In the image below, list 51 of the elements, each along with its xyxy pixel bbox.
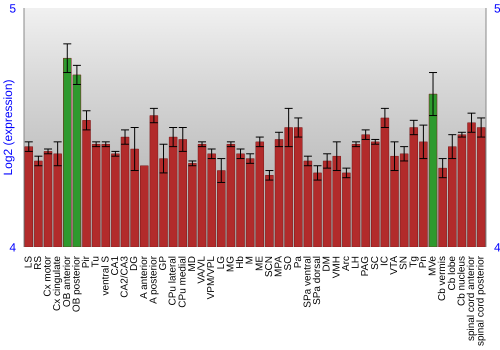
x-tick-label: SPa ventral (302, 256, 314, 308)
x-tick-label: Tg (408, 256, 420, 268)
x-tick-label: MD (186, 256, 198, 272)
x-tick-label: SPa dorsal (312, 256, 324, 305)
x-tick-label: spinal cord anterior (466, 255, 478, 342)
x-tick-label: DM (322, 256, 333, 272)
x-tick-label: SCN (264, 256, 275, 278)
x-tick-label: ME (254, 256, 266, 271)
x-tick-label: SN (398, 256, 410, 270)
x-tick-label: Pn (418, 256, 429, 268)
x-tick-label: OB posterior (71, 255, 82, 312)
x-tick-label: ventral S (100, 256, 112, 296)
y-axis-title: Log2 (expression) (1, 79, 15, 176)
x-tick-label: DG (129, 256, 140, 271)
x-tick-label: MG (225, 256, 236, 272)
x-tick-label: CA2/CA3 (120, 256, 131, 298)
x-tick-label: SO (283, 256, 294, 270)
x-tick-label: VA/VL (196, 256, 208, 284)
x-tick-label: VPM/VPL (206, 256, 218, 300)
x-tick-label: CA1 (110, 256, 121, 276)
x-tick-label: VTA (389, 256, 400, 275)
x-tick-label: CPu medial (177, 256, 188, 308)
x-tick-label: Cx motor (42, 255, 54, 297)
x-tick-label: Cb lobe (446, 256, 458, 290)
x-tick-label: MPA (274, 256, 285, 277)
x-tick-label: VMH (331, 256, 342, 278)
x-tick-label: IC (379, 256, 390, 266)
x-tick-label: Pa (292, 256, 304, 268)
y2-tick-label: 5 (494, 1, 500, 16)
x-tick-label: Pir (81, 255, 92, 268)
x-tick-label: Hb (235, 256, 246, 269)
x-tick-label: PAG (360, 256, 372, 276)
x-tick-label: OB anterior (62, 255, 73, 308)
x-tick-label: GP (158, 256, 170, 270)
x-tick-label: A anterior (138, 255, 150, 299)
x-tick-label: LG (216, 256, 227, 270)
x-tick-label: Cx cingulate (52, 256, 64, 312)
x-tick-label: Cb nucleus (456, 256, 468, 306)
x-tick-label: RS (32, 256, 44, 270)
x-tick-label: Arc (340, 256, 352, 271)
y2-tick-label: 4 (494, 240, 500, 254)
x-tick-label: M (244, 256, 256, 264)
x-tick-label: LH (350, 256, 362, 269)
x-tick-label: LS (23, 256, 34, 268)
x-tick-label: CPu lateral (168, 256, 179, 306)
x-tick-label: Tu (90, 256, 102, 268)
x-tick-label: SC (370, 256, 381, 270)
x-tick-label: Cb vermis (437, 256, 448, 302)
x-tick-label: MVe (428, 256, 439, 276)
x-tick-label: A posterior (148, 255, 160, 304)
x-tick-label: spinal cord posterior (476, 255, 487, 346)
